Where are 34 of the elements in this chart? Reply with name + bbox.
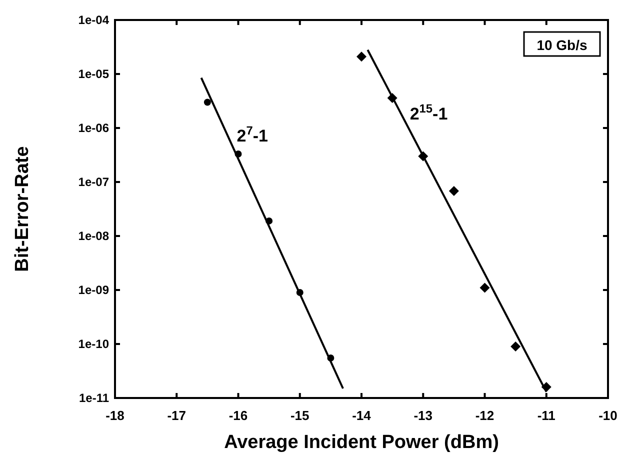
point — [387, 92, 398, 103]
y-tick-label: 1e-07 — [78, 175, 110, 189]
point — [510, 341, 521, 352]
x-tick-label: -11 — [537, 408, 556, 423]
point — [204, 98, 211, 106]
point — [266, 217, 273, 224]
y-tick-label: 1e-10 — [78, 337, 110, 351]
x-tick-label: -18 — [106, 408, 124, 423]
series-label: 2$^{7}$-1 — [236, 124, 268, 146]
x-tick-label: -17 — [167, 408, 186, 423]
x-tick-label: -16 — [228, 408, 248, 423]
y-tick-label: 1e-08 — [78, 229, 110, 243]
x-tick-label: -15 — [290, 408, 310, 423]
x-tick-label: -13 — [414, 408, 433, 423]
annotation: 10 Gb/s — [536, 37, 588, 53]
point — [296, 288, 304, 296]
x-tick-label: -12 — [475, 408, 494, 423]
y-tick-label: 1e-04 — [78, 13, 110, 27]
point — [480, 282, 490, 293]
y-tick-label: 1e-05 — [78, 67, 110, 81]
x-tick-label: -14 — [352, 408, 372, 423]
point — [356, 52, 366, 62]
series-label: 2$^{15}$-1 — [410, 101, 448, 124]
point — [418, 151, 428, 162]
y-tick-label: 1e-06 — [78, 121, 110, 135]
x-tick-label: -10 — [598, 408, 618, 423]
point — [234, 150, 242, 158]
point — [327, 354, 334, 362]
y-tick-label: 1e-09 — [78, 283, 110, 297]
point — [541, 382, 552, 392]
x-axis-title: Average Incident Power (dBm) — [224, 432, 499, 453]
point — [448, 186, 459, 196]
y-tick-label: 1e-11 — [78, 391, 110, 405]
y-axis-title: Bit-Error-Rate — [12, 146, 33, 272]
